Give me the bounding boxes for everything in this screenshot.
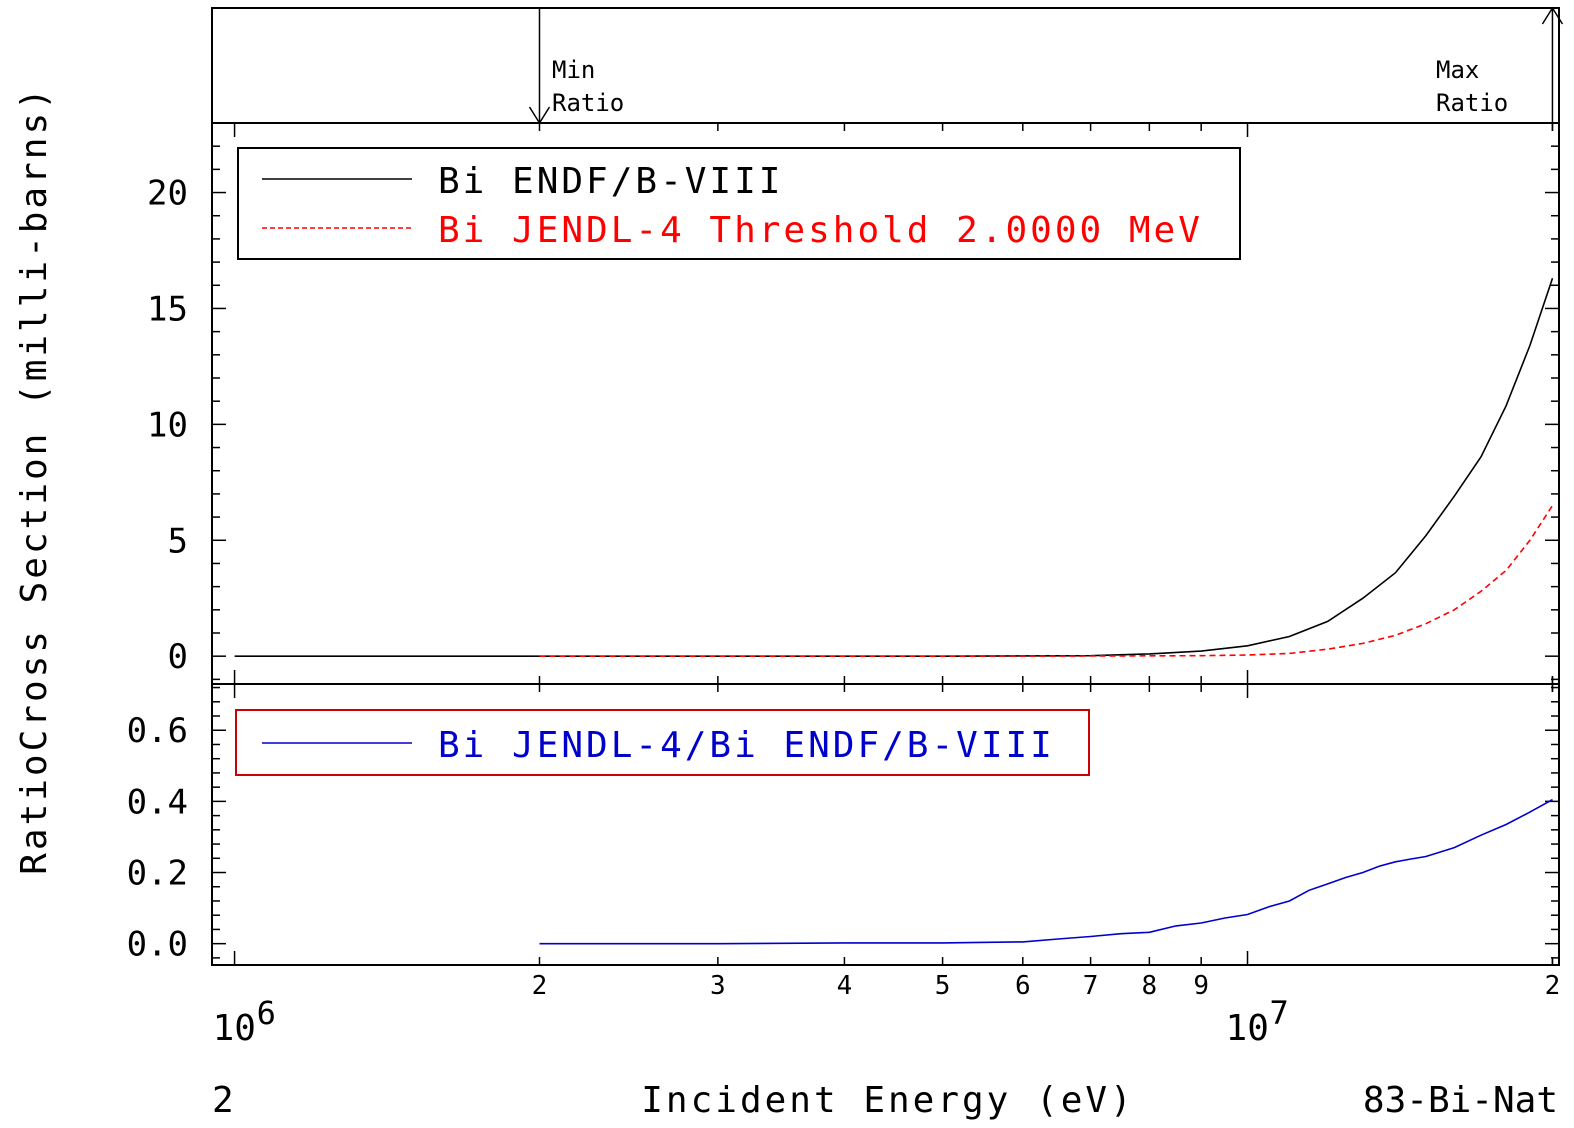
x-tick-label: 2 bbox=[1545, 971, 1561, 1001]
y-tick-label: 20 bbox=[147, 174, 188, 214]
y-tick-label: 0.6 bbox=[127, 711, 188, 751]
footer-right-label: 83-Bi-Nat bbox=[1363, 1080, 1558, 1121]
axis-ticks bbox=[212, 122, 1559, 965]
x-decade-exponent-label: 7 bbox=[1270, 994, 1289, 1032]
x-tick-label: 3 bbox=[710, 971, 726, 1001]
plot-curves bbox=[234, 278, 1554, 945]
y-tick-labels: 0 5 10 15 20 0.0 0.2 0.4 0.6 bbox=[127, 174, 188, 965]
legend-label-endf: Bi ENDF/B-VIII bbox=[438, 161, 783, 202]
max-ratio-label-line1: Max bbox=[1436, 56, 1479, 84]
y-axis-label-ratio: Ratio bbox=[14, 751, 55, 874]
x-decade-exponent-label: 6 bbox=[257, 994, 276, 1032]
x-tick-label: 7 bbox=[1083, 971, 1099, 1001]
y-tick-label: 5 bbox=[168, 521, 188, 561]
y-tick-label: 0.4 bbox=[127, 782, 188, 822]
y-tick-label: 0 bbox=[168, 637, 188, 677]
min-ratio-label-line1: Min bbox=[552, 56, 595, 84]
y-axis-label-cross-section: Cross Section (milli-barns) bbox=[14, 85, 55, 751]
max-ratio-arrow-icon bbox=[1541, 6, 1564, 25]
cross-section-legend-box bbox=[237, 147, 1241, 260]
max-ratio-label-line2: Ratio bbox=[1436, 89, 1508, 117]
x-decade-base-label: 10 bbox=[213, 1008, 256, 1049]
ratio-plot-frame bbox=[211, 683, 1560, 966]
min-ratio-label-line2: Ratio bbox=[552, 89, 624, 117]
x-axis-label: Incident Energy (eV) bbox=[641, 1080, 1134, 1121]
x-decade-base-label: 10 bbox=[1226, 1008, 1269, 1049]
x-tick-label: 2 bbox=[532, 971, 548, 1001]
x-tick-labels: 2 3 4 5 6 7 8 9 210 6 10 7 bbox=[213, 971, 1561, 1049]
x-tick-label: 4 bbox=[837, 971, 853, 1001]
marker-strip-frame bbox=[211, 7, 1560, 124]
ratio-legend: Bi JENDL-4/Bi ENDF/B-VIII bbox=[235, 709, 1090, 776]
y-tick-label: 10 bbox=[147, 405, 188, 445]
y-tick-label: 0.0 bbox=[127, 925, 188, 965]
x-tick-label: 9 bbox=[1193, 971, 1209, 1001]
x-tick-label: 6 bbox=[1015, 971, 1031, 1001]
jendl-curve bbox=[539, 505, 1554, 657]
y-tick-label: 0.2 bbox=[127, 854, 188, 894]
x-tick-label: 5 bbox=[935, 971, 951, 1001]
ratio-curve bbox=[539, 798, 1553, 945]
x-tick-label: 8 bbox=[1142, 971, 1158, 1001]
legend-label-jendl: Bi JENDL-4 Threshold 2.0000 MeV bbox=[438, 210, 1203, 251]
cross-section-legend: Bi ENDF/B-VIII Bi JENDL-4 Threshold 2.00… bbox=[237, 147, 1241, 260]
y-tick-label: 15 bbox=[147, 289, 188, 329]
legend-label-ratio: Bi JENDL-4/Bi ENDF/B-VIII bbox=[438, 725, 1055, 766]
ratio-markers bbox=[528, 6, 1564, 125]
min-ratio-arrow-icon bbox=[528, 106, 551, 125]
y-axis-label: RatioCross Section (milli-barns) bbox=[14, 85, 55, 875]
footer-left-label: 2 bbox=[212, 1080, 234, 1121]
endf-curve bbox=[234, 278, 1554, 657]
